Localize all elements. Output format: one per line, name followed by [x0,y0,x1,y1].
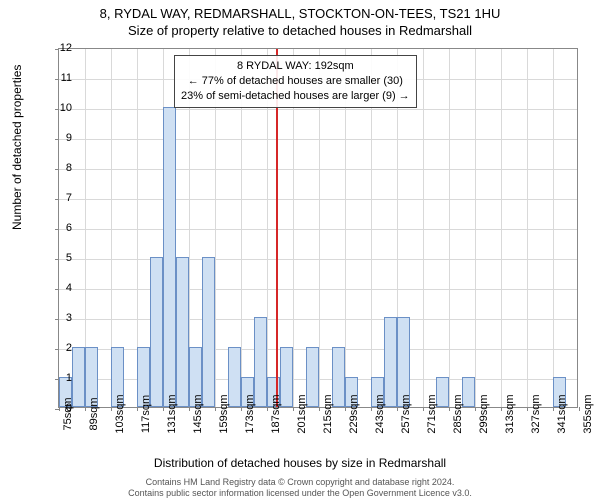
y-tick-label: 12 [47,42,72,54]
x-tick-label: 271sqm [426,394,438,433]
x-tick-label: 243sqm [374,394,386,433]
annotation-box: 8 RYDAL WAY: 192sqm← 77% of detached hou… [174,55,417,108]
page-title: 8, RYDAL WAY, REDMARSHALL, STOCKTON-ON-T… [0,0,600,23]
y-axis-label: Number of detached properties [10,65,24,230]
histogram-bar [176,257,189,407]
x-tick-label: 299sqm [478,394,490,433]
y-tick-label: 5 [47,252,72,264]
annotation-line-2: ← 77% of detached houses are smaller (30… [181,74,410,89]
page-subtitle: Size of property relative to detached ho… [0,23,600,40]
annotation-line-3: 23% of semi-detached houses are larger (… [181,89,410,104]
y-tick-label: 10 [47,102,72,114]
y-tick-label: 1 [47,372,72,384]
x-tick-label: 313sqm [504,394,516,433]
x-tick-label: 75sqm [62,397,74,430]
histogram-bar [150,257,163,407]
histogram-bar [202,257,215,407]
y-tick-label: 9 [47,132,72,144]
x-tick-label: 215sqm [322,394,334,433]
x-tick-label: 131sqm [166,394,178,433]
x-tick-label: 103sqm [114,394,126,433]
y-tick-label: 3 [47,312,72,324]
x-tick-label: 159sqm [218,394,230,433]
y-tick-label: 11 [47,72,72,84]
x-tick-label: 173sqm [244,394,256,433]
x-tick-label: 327sqm [530,394,542,433]
x-tick-label: 285sqm [452,394,464,433]
y-tick-label: 7 [47,192,72,204]
x-tick-label: 145sqm [192,394,204,433]
histogram-chart: 8 RYDAL WAY: 192sqm← 77% of detached hou… [58,48,578,408]
x-tick-label: 201sqm [296,394,308,433]
footer-line-2: Contains public sector information licen… [0,488,600,498]
footer-line-1: Contains HM Land Registry data © Crown c… [0,477,600,487]
x-tick-label: 89sqm [88,397,100,430]
annotation-line-1: 8 RYDAL WAY: 192sqm [181,59,410,74]
footer-attribution: Contains HM Land Registry data © Crown c… [0,477,600,498]
x-tick-label: 341sqm [556,394,568,433]
histogram-bar [163,107,176,407]
x-tick-label: 257sqm [400,394,412,433]
y-tick-label: 4 [47,282,72,294]
y-tick-label: 2 [47,342,72,354]
x-tick-label: 229sqm [348,394,360,433]
x-axis-label: Distribution of detached houses by size … [0,456,600,470]
y-tick-label: 6 [47,222,72,234]
y-tick-label: 8 [47,162,72,174]
x-tick-label: 187sqm [270,394,282,433]
x-tick-label: 355sqm [582,394,594,433]
x-tick-label: 117sqm [140,395,152,433]
